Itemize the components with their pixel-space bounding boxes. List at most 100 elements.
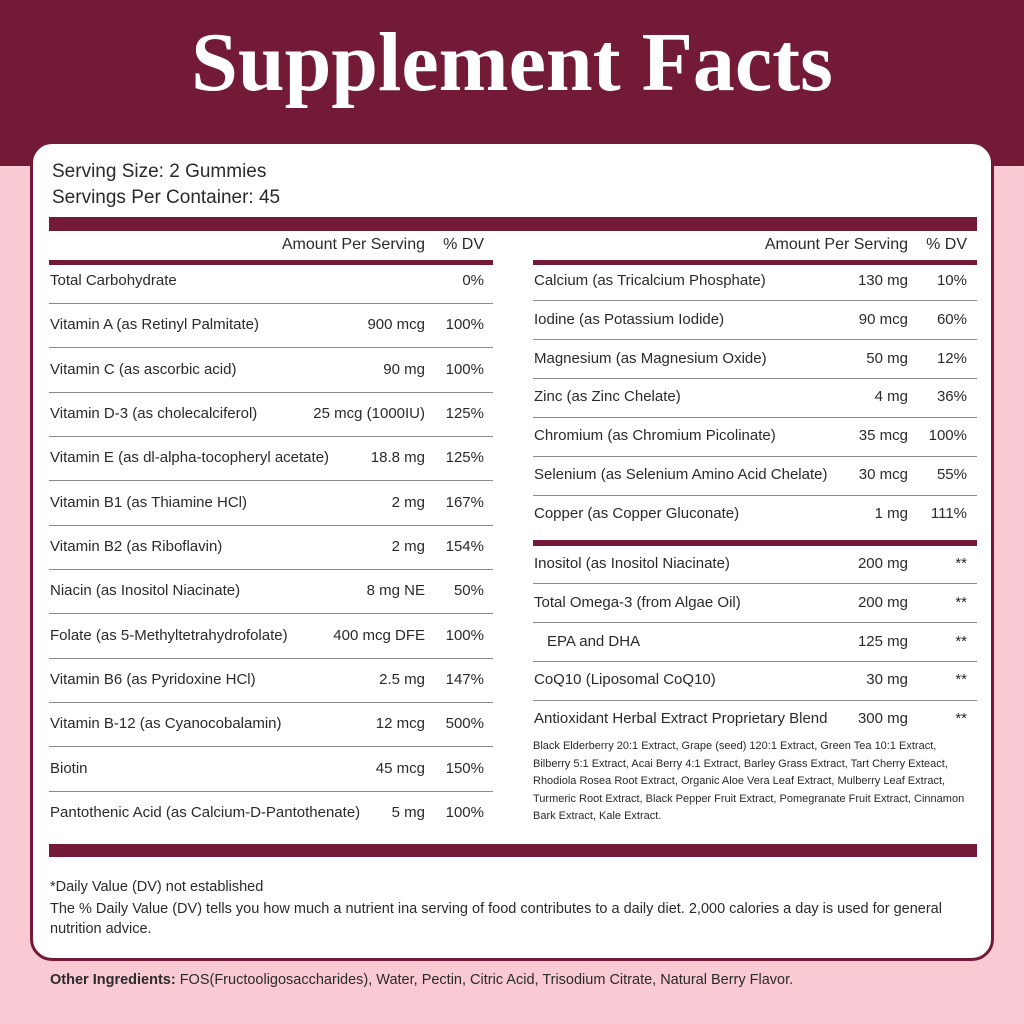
row-separator xyxy=(533,456,977,457)
header-band xyxy=(0,0,1024,166)
daily-value: 125% xyxy=(445,449,484,467)
row-separator xyxy=(49,303,493,304)
nutrient-name: Total Omega-3 (from Algae Oil) xyxy=(534,593,741,611)
nutrient-amount: 300 mg xyxy=(857,710,908,727)
nutrient-name: Zinc (as Zinc Chelate) xyxy=(534,388,681,406)
nutrient-name: Folate (as 5-Methyltetrahydrofolate) xyxy=(50,626,288,644)
daily-value: 500% xyxy=(445,715,484,733)
serving-size: Serving Size: 2 Gummies xyxy=(52,161,267,182)
daily-value: ** xyxy=(955,555,967,572)
dv-header: % DV xyxy=(443,236,484,253)
nutrient-amount: 35 mcg xyxy=(858,427,908,445)
nutrient-amount: 2 mg xyxy=(391,537,425,555)
other-ingredients: Other Ingredients: FOS(Fructooligosacchar… xyxy=(50,972,793,988)
amount-header: Amount Per Serving xyxy=(281,236,425,253)
nutrient-name: EPA and DHA xyxy=(547,632,641,650)
nutrient-name: Chromium (as Chromium Picolinate) xyxy=(534,427,776,445)
dv-header: % DV xyxy=(926,236,967,253)
nutrient-amount: 30 mcg xyxy=(858,466,908,484)
row-separator xyxy=(533,339,977,340)
nutrient-name: Inositol (as Inositol Niacinate) xyxy=(534,555,730,572)
footnote: The % Daily Value (DV) tells you how muc… xyxy=(50,901,942,937)
daily-value: 10% xyxy=(936,272,967,289)
row-separator xyxy=(49,392,493,393)
footnote: *Daily Value (DV) not established xyxy=(50,879,264,895)
daily-value: 36% xyxy=(936,388,967,406)
daily-value: 50% xyxy=(453,582,484,600)
daily-value: 111% xyxy=(930,504,967,522)
daily-value: 167% xyxy=(445,493,484,511)
nutrient-amount: 90 mg xyxy=(383,360,425,378)
nutrient-name: Iodine (as Potassium Iodide) xyxy=(534,310,725,328)
nutrient-amount: 200 mg xyxy=(857,593,908,611)
row-separator xyxy=(49,702,493,703)
nutrient-amount: 4 mg xyxy=(874,388,908,406)
row-separator xyxy=(49,791,493,792)
daily-value: 100% xyxy=(445,360,484,378)
nutrient-name: Vitamin B2 (as Riboflavin) xyxy=(50,537,223,555)
nutrient-amount: 18.8 mg xyxy=(370,449,425,467)
nutrient-amount: 45 mcg xyxy=(375,759,425,777)
nutrient-amount: 400 mcg DFE xyxy=(333,626,425,644)
nutrient-name: Vitamin E (as dl-alpha-tocopheryl acetat… xyxy=(50,449,330,467)
row-separator xyxy=(533,378,977,379)
nutrient-name: Vitamin B6 (as Pyridoxine HCl) xyxy=(50,670,256,688)
nutrient-amount: 200 mg xyxy=(857,555,908,572)
thick-bar xyxy=(49,844,977,857)
row-separator xyxy=(49,347,493,348)
daily-value: 125% xyxy=(445,404,484,422)
nutrient-amount: 900 mcg xyxy=(367,316,425,334)
other-ingredients-text: FOS(Fructooligosaccharides), Water, Pect… xyxy=(179,972,794,988)
header-rule xyxy=(49,260,493,265)
daily-value: 100% xyxy=(445,803,484,821)
daily-value: 0% xyxy=(462,272,484,289)
nutrient-amount: 8 mg NE xyxy=(366,582,425,600)
nutrient-name: Biotin xyxy=(50,759,88,777)
nutrient-amount: 50 mg xyxy=(866,349,908,367)
nutrient-name: Magnesium (as Magnesium Oxide) xyxy=(534,349,767,367)
daily-value: ** xyxy=(955,593,967,611)
daily-value: 55% xyxy=(936,466,967,484)
nutrient-amount: 5 mg xyxy=(391,803,425,821)
nutrient-name: Antioxidant Herbal Extract Proprietary B… xyxy=(534,710,828,727)
nutrient-amount: 25 mcg (1000IU) xyxy=(313,404,425,422)
row-separator xyxy=(533,417,977,418)
nutrient-amount: 12 mcg xyxy=(375,715,425,733)
row-separator xyxy=(49,436,493,437)
facts-panel xyxy=(30,141,994,961)
row-separator xyxy=(49,480,493,481)
nutrient-name: Copper (as Copper Gluconate) xyxy=(534,504,740,522)
other-ingredients-label: Other Ingredients: xyxy=(50,972,176,988)
daily-value: 154% xyxy=(445,537,484,555)
nutrient-name: Vitamin C (as ascorbic acid) xyxy=(50,360,237,378)
nutrient-amount: 130 mg xyxy=(857,272,908,289)
daily-value: 150% xyxy=(445,759,484,777)
nutrient-name: Vitamin B1 (as Thiamine HCl) xyxy=(50,493,248,511)
row-separator xyxy=(533,661,977,662)
row-separator xyxy=(533,700,977,701)
daily-value: 147% xyxy=(445,670,484,688)
nutrient-name: Selenium (as Selenium Amino Acid Chelate… xyxy=(534,466,828,484)
nutrient-amount: 90 mcg xyxy=(858,310,908,328)
row-separator xyxy=(533,300,977,301)
nutrient-name: Vitamin D-3 (as cholecalciferol) xyxy=(50,404,258,422)
blend-details: Black Elderberry 20:1 Extract, Grape (se… xyxy=(533,740,965,823)
nutrient-name: Pantothenic Acid (as Calcium-D-Pantothen… xyxy=(50,803,361,821)
daily-value: ** xyxy=(955,710,967,727)
daily-value: 12% xyxy=(936,349,967,367)
daily-value: 60% xyxy=(936,310,967,328)
nutrient-name: Niacin (as Inositol Niacinate) xyxy=(50,582,241,600)
nutrient-name: Total Carbohydrate xyxy=(50,272,177,289)
row-separator xyxy=(49,525,493,526)
header-rule xyxy=(533,260,977,265)
daily-value: 100% xyxy=(445,316,484,334)
daily-value: 100% xyxy=(445,626,484,644)
daily-value: ** xyxy=(955,632,967,650)
nutrient-amount: 30 mg xyxy=(866,671,908,689)
row-separator xyxy=(533,495,977,496)
row-separator xyxy=(49,613,493,614)
nutrient-amount: 2 mg xyxy=(391,493,425,511)
row-separator xyxy=(49,746,493,747)
nutrient-name: CoQ10 (Liposomal CoQ10) xyxy=(534,671,716,689)
thick-bar xyxy=(49,217,977,231)
